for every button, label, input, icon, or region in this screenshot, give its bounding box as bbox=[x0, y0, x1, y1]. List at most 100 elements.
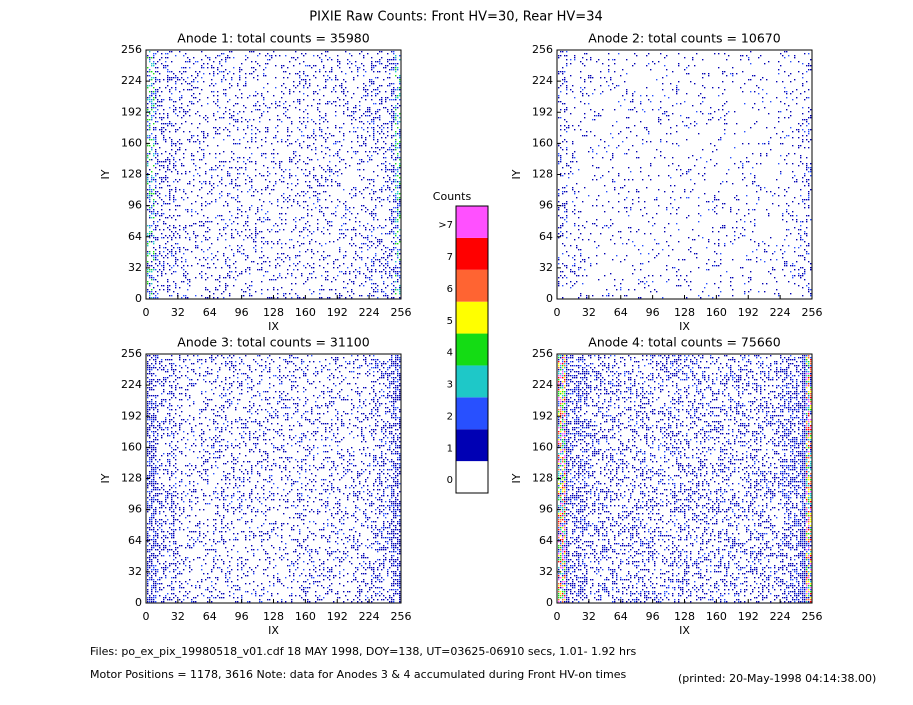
x-tick-label: 128 bbox=[263, 610, 284, 623]
panel-title: Anode 4: total counts = 75660 bbox=[588, 335, 780, 350]
y-axis-label: IY bbox=[99, 473, 112, 483]
colorbar-label: 2 bbox=[447, 411, 453, 422]
x-tick-label: 32 bbox=[582, 306, 596, 319]
y-tick-label: 96 bbox=[128, 503, 142, 516]
y-tick-label: 128 bbox=[532, 168, 553, 181]
colorbar-swatch bbox=[456, 461, 488, 493]
x-tick-label: 64 bbox=[614, 610, 628, 623]
x-axis-label: IX bbox=[679, 320, 690, 333]
plot-frame bbox=[145, 49, 402, 300]
x-tick-label: 192 bbox=[327, 306, 348, 319]
y-tick-label: 160 bbox=[121, 136, 142, 149]
x-tick-label: 64 bbox=[614, 306, 628, 319]
x-tick-label: 224 bbox=[770, 306, 791, 319]
footer-motor: Motor Positions = 1178, 3616 Note: data … bbox=[90, 668, 626, 681]
x-tick-label: 256 bbox=[391, 306, 412, 319]
x-tick-label: 256 bbox=[802, 306, 823, 319]
count-texture bbox=[147, 355, 401, 603]
count-texture bbox=[558, 355, 812, 603]
footer-files: Files: po_ex_pix_19980518_v01.cdf 18 MAY… bbox=[90, 645, 637, 658]
colorbar-label: 1 bbox=[447, 443, 453, 454]
colorbar-label: 4 bbox=[447, 348, 453, 359]
count-texture bbox=[147, 57, 401, 295]
x-axis-label: IX bbox=[268, 320, 279, 333]
y-tick-label: 160 bbox=[532, 440, 553, 453]
x-tick-label: 128 bbox=[674, 306, 695, 319]
colorbar-label: 0 bbox=[447, 475, 453, 486]
x-tick-label: 32 bbox=[582, 610, 596, 623]
x-tick-label: 96 bbox=[646, 306, 660, 319]
count-texture bbox=[147, 355, 401, 603]
colorbar-label: >7 bbox=[438, 220, 453, 231]
x-tick-label: 192 bbox=[327, 610, 348, 623]
y-tick-label: 64 bbox=[128, 230, 142, 243]
x-tick-label: 160 bbox=[295, 306, 316, 319]
y-axis-label: IY bbox=[510, 169, 523, 179]
y-tick-label: 32 bbox=[539, 565, 553, 578]
y-tick-label: 0 bbox=[546, 292, 553, 305]
y-tick-label: 0 bbox=[135, 596, 142, 609]
y-tick-label: 224 bbox=[121, 74, 142, 87]
x-axis-label: IX bbox=[679, 624, 690, 637]
x-tick-label: 64 bbox=[203, 610, 217, 623]
count-texture bbox=[147, 51, 401, 299]
x-tick-label: 160 bbox=[706, 306, 727, 319]
colorbar-label: 7 bbox=[447, 252, 453, 263]
count-texture bbox=[558, 51, 812, 299]
x-tick-label: 160 bbox=[295, 610, 316, 623]
x-tick-label: 224 bbox=[359, 306, 380, 319]
y-axis-label: IY bbox=[99, 169, 112, 179]
x-tick-label: 0 bbox=[554, 610, 561, 623]
y-tick-label: 256 bbox=[121, 43, 142, 56]
y-tick-label: 224 bbox=[532, 74, 553, 87]
y-tick-label: 32 bbox=[128, 565, 142, 578]
plot-frame bbox=[556, 49, 813, 300]
panel-title: Anode 1: total counts = 35980 bbox=[177, 31, 369, 46]
x-tick-label: 32 bbox=[171, 610, 185, 623]
x-tick-label: 96 bbox=[235, 306, 249, 319]
colorbar-label: 6 bbox=[447, 284, 453, 295]
y-tick-label: 224 bbox=[121, 378, 142, 391]
count-texture bbox=[147, 51, 401, 299]
y-tick-label: 0 bbox=[135, 292, 142, 305]
y-tick-label: 128 bbox=[121, 168, 142, 181]
y-tick-label: 32 bbox=[539, 261, 553, 274]
colorbar-title: Counts bbox=[433, 190, 472, 203]
y-tick-label: 0 bbox=[546, 596, 553, 609]
y-tick-label: 160 bbox=[532, 136, 553, 149]
y-tick-label: 192 bbox=[121, 409, 142, 422]
colorbar-swatch bbox=[456, 206, 488, 238]
x-tick-label: 0 bbox=[554, 306, 561, 319]
y-tick-label: 64 bbox=[128, 534, 142, 547]
x-tick-label: 256 bbox=[391, 610, 412, 623]
figure-title: PIXIE Raw Counts: Front HV=30, Rear HV=3… bbox=[309, 10, 603, 25]
x-axis-label: IX bbox=[268, 624, 279, 637]
colorbar-label: 5 bbox=[447, 316, 453, 327]
x-tick-label: 0 bbox=[143, 610, 150, 623]
count-texture bbox=[558, 51, 812, 299]
colorbar-swatch bbox=[456, 333, 488, 366]
y-tick-label: 64 bbox=[539, 230, 553, 243]
y-tick-label: 256 bbox=[532, 347, 553, 360]
y-tick-label: 192 bbox=[532, 105, 553, 118]
y-tick-label: 160 bbox=[121, 440, 142, 453]
x-tick-label: 96 bbox=[646, 610, 660, 623]
y-tick-label: 64 bbox=[539, 534, 553, 547]
x-tick-label: 160 bbox=[706, 610, 727, 623]
x-tick-label: 224 bbox=[770, 610, 791, 623]
x-tick-label: 192 bbox=[738, 610, 759, 623]
count-texture bbox=[558, 355, 812, 603]
x-tick-label: 128 bbox=[674, 610, 695, 623]
x-tick-label: 0 bbox=[143, 306, 150, 319]
colorbar-label: 3 bbox=[447, 380, 453, 391]
y-tick-label: 96 bbox=[539, 199, 553, 212]
x-tick-label: 96 bbox=[235, 610, 249, 623]
y-tick-label: 192 bbox=[121, 105, 142, 118]
x-tick-label: 224 bbox=[359, 610, 380, 623]
footer-printed: (printed: 20-May-1998 04:14:38.00) bbox=[678, 672, 876, 685]
y-tick-label: 128 bbox=[532, 472, 553, 485]
panel-title: Anode 3: total counts = 31100 bbox=[177, 335, 369, 350]
colorbar-swatch bbox=[456, 269, 488, 302]
x-tick-label: 32 bbox=[171, 306, 185, 319]
